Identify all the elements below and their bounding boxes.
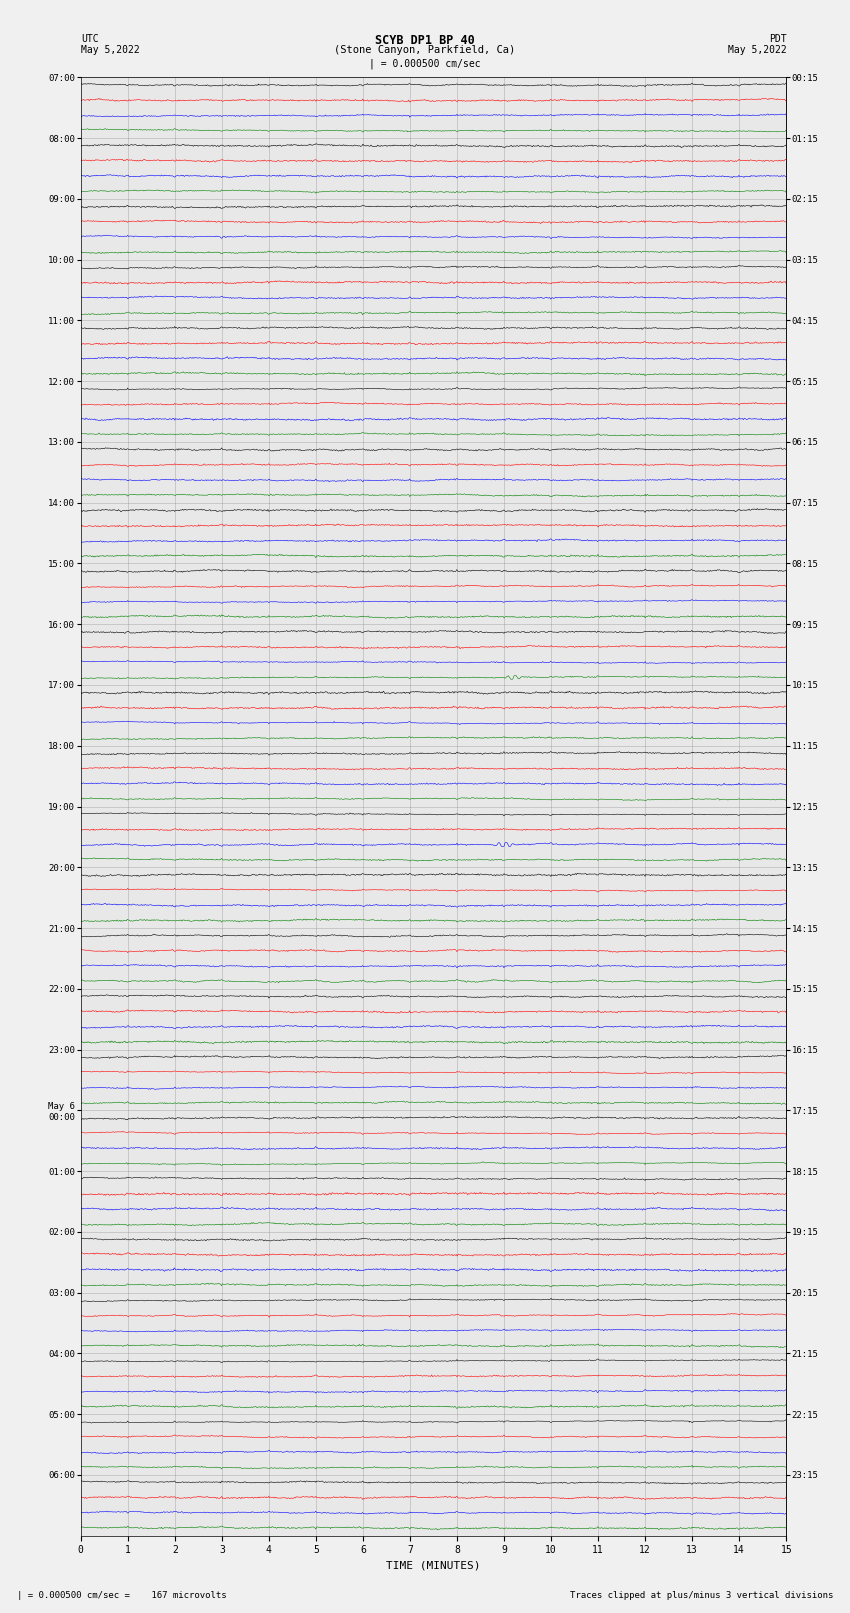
- Text: | = 0.000500 cm/sec: | = 0.000500 cm/sec: [369, 58, 481, 69]
- X-axis label: TIME (MINUTES): TIME (MINUTES): [386, 1561, 481, 1571]
- Text: | = 0.000500 cm/sec =    167 microvolts: | = 0.000500 cm/sec = 167 microvolts: [17, 1590, 227, 1600]
- Text: PDT: PDT: [768, 34, 786, 44]
- Text: UTC: UTC: [81, 34, 99, 44]
- Text: SCYB DP1 BP 40: SCYB DP1 BP 40: [375, 34, 475, 47]
- Text: Traces clipped at plus/minus 3 vertical divisions: Traces clipped at plus/minus 3 vertical …: [570, 1590, 833, 1600]
- Text: May 5,2022: May 5,2022: [728, 45, 786, 55]
- Text: (Stone Canyon, Parkfield, Ca): (Stone Canyon, Parkfield, Ca): [334, 45, 516, 55]
- Text: May 5,2022: May 5,2022: [81, 45, 139, 55]
